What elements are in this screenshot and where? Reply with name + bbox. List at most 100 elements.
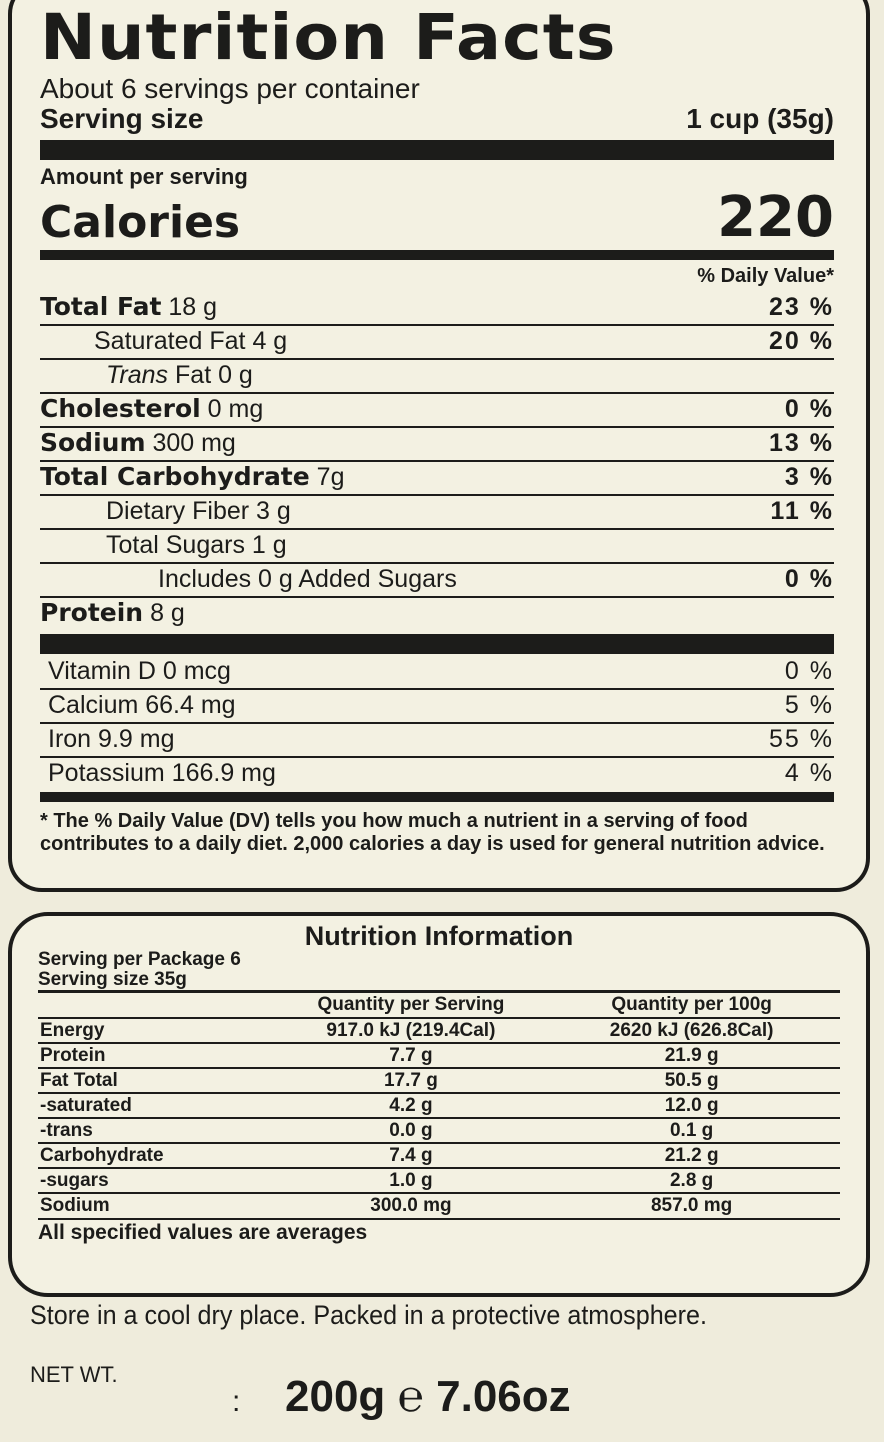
- calories-label: Calories: [40, 197, 241, 248]
- info-serving: 7.4 g: [278, 1142, 544, 1168]
- info-row: Carbohydrate 7.4 g 21.2 g: [38, 1142, 840, 1168]
- divider: [40, 792, 834, 802]
- vitamin-row: Iron 9.9 mg 55 %: [40, 722, 834, 756]
- vitamin-amount: 166.9 mg: [171, 759, 276, 787]
- col-serving: Quantity per Serving: [317, 994, 505, 1015]
- nutrient-name: Includes 0 g Added Sugars: [158, 565, 457, 593]
- vitamin-dv: 0 %: [784, 657, 834, 685]
- averages-note: All specified values are averages: [38, 1218, 840, 1245]
- calories-value: 220: [717, 185, 834, 250]
- nutrient-row: Dietary Fiber 3 g 11 %: [40, 494, 834, 528]
- vitamin-name: Iron: [48, 725, 92, 753]
- nutrient-amount: Fat 0 g: [175, 361, 253, 389]
- info-row: Sodium 300.0 mg 857.0 mg: [38, 1192, 840, 1218]
- info-per100: 857.0 mg: [543, 1192, 840, 1218]
- nutrient-row: Protein 8 g: [40, 596, 834, 630]
- info-name: Protein: [38, 1042, 279, 1068]
- info-name: -trans: [38, 1117, 279, 1143]
- facts-title: Nutrition Facts: [40, 1, 617, 74]
- info-name: -saturated: [38, 1092, 279, 1118]
- nutrient-amount: 7g: [316, 463, 345, 491]
- vitamin-row: Potassium 166.9 mg 4 %: [40, 756, 834, 790]
- info-per100: 2620 kJ (626.8Cal): [543, 1017, 840, 1043]
- nutrient-amount: 4 g: [252, 327, 288, 355]
- info-serving: 17.7 g: [278, 1067, 544, 1093]
- vitamin-name: Calcium: [48, 691, 139, 719]
- nutrient-row: Includes 0 g Added Sugars 0 %: [40, 562, 834, 596]
- vitamin-dv: 55 %: [769, 725, 834, 753]
- servings-per-container: About 6 servings per container: [40, 73, 420, 104]
- nutrient-dv: 3 %: [784, 463, 834, 491]
- nutrient-dv: 0 %: [784, 395, 834, 423]
- vitamin-name: Vitamin D: [48, 657, 156, 685]
- info-per100: 2.8 g: [543, 1167, 840, 1193]
- info-row: -sugars 1.0 g 2.8 g: [38, 1167, 840, 1193]
- info-row: Protein 7.7 g 21.9 g: [38, 1042, 840, 1068]
- nutrient-name: Cholesterol: [40, 394, 201, 423]
- calories-row: Calories 220: [40, 190, 834, 246]
- info-name: Carbohydrate: [38, 1142, 279, 1168]
- nutrient-amount: 1 g: [251, 531, 287, 559]
- info-title: Nutrition Information: [304, 921, 574, 951]
- col-100g: Quantity per 100g: [611, 994, 772, 1015]
- nutrient-name: Total Sugars: [106, 531, 245, 559]
- nutrient-name: Sodium: [40, 428, 146, 457]
- serving-size: Serving size 1 cup (35g): [40, 104, 834, 134]
- info-row: -saturated 4.2 g 12.0 g: [38, 1092, 840, 1118]
- info-per100: 21.2 g: [543, 1142, 840, 1168]
- vitamin-row: Calcium 66.4 mg 5 %: [40, 688, 834, 722]
- nutrient-amount: 0 mg: [207, 395, 264, 423]
- divider: [40, 250, 834, 260]
- info-name: Fat Total: [38, 1067, 279, 1093]
- nutrient-name: Total Fat: [40, 292, 162, 321]
- info-serving: 1.0 g: [278, 1167, 544, 1193]
- nutrient-name: Total Carbohydrate: [40, 462, 310, 491]
- amount-per-serving: Amount per serving: [40, 164, 248, 189]
- info-servings: Serving per Package 6: [38, 949, 241, 970]
- info-per100: 50.5 g: [543, 1067, 840, 1093]
- vitamin-dv: 5 %: [784, 691, 834, 719]
- nutrient-row: Total Carbohydrate 7g 3 %: [40, 460, 834, 494]
- nutrient-row: Sodium 300 mg 13 %: [40, 426, 834, 460]
- info-serving: 0.0 g: [278, 1117, 544, 1143]
- nutrient-dv: 13 %: [769, 429, 834, 457]
- nutrient-name: Protein: [40, 598, 144, 627]
- nutrient-amount: 18 g: [168, 293, 218, 321]
- nutrition-information-panel: Nutrition Information Serving per Packag…: [8, 912, 870, 1297]
- nutrient-row: Total Sugars 1 g: [40, 528, 834, 562]
- nutrient-amount: 3 g: [256, 497, 291, 525]
- nutrient-name: Dietary Fiber: [106, 497, 250, 525]
- nutrient-amount: 300 mg: [152, 429, 236, 457]
- footnote: * The % Daily Value (DV) tells you how m…: [40, 810, 825, 855]
- nutrient-name: Saturated Fat: [94, 327, 246, 355]
- info-row: Fat Total 17.7 g 50.5 g: [38, 1067, 840, 1093]
- vitamin-amount: 0 mcg: [162, 657, 231, 685]
- info-name: Energy: [38, 1017, 279, 1043]
- divider: [40, 634, 834, 654]
- nutrient-dv: 20 %: [769, 327, 834, 355]
- nutrient-row: Saturated Fat 4 g 20 %: [40, 324, 834, 358]
- nutrient-amount: 8 g: [150, 599, 185, 627]
- vitamin-name: Potassium: [48, 759, 165, 787]
- info-row: Energy 917.0 kJ (219.4Cal) 2620 kJ (626.8C…: [38, 1017, 840, 1043]
- info-per100: 21.9 g: [543, 1042, 840, 1068]
- nutrient-dv: 11 %: [770, 497, 834, 525]
- net-weight-value: 200g ℮ 7.06oz: [285, 1372, 571, 1421]
- info-name: -sugars: [38, 1167, 279, 1193]
- divider: [40, 140, 834, 160]
- dv-header: % Daily Value*: [697, 265, 834, 287]
- serving-size-value: 1 cup (35g): [686, 103, 834, 134]
- storage-text: Store in a cool dry place. Packed in a p…: [30, 1300, 707, 1330]
- nutrition-facts-panel: Nutrition Facts About 6 servings per con…: [8, 0, 870, 892]
- vitamin-dv: 4 %: [784, 759, 834, 787]
- info-serving: 7.7 g: [278, 1042, 544, 1068]
- vitamin-amount: 9.9 mg: [98, 725, 175, 753]
- nutrient-name: Trans: [106, 361, 169, 389]
- nutrient-row: Total Fat 18 g 23 %: [40, 290, 834, 324]
- nutrient-row: Trans Fat 0 g: [40, 358, 834, 392]
- info-row: -trans 0.0 g 0.1 g: [38, 1117, 840, 1143]
- net-weight-label: NET WT.: [30, 1362, 118, 1387]
- nutrient-dv: 0 %: [784, 565, 834, 593]
- vitamin-amount: 66.4 mg: [145, 691, 236, 719]
- info-serving: 917.0 kJ (219.4Cal): [278, 1017, 544, 1043]
